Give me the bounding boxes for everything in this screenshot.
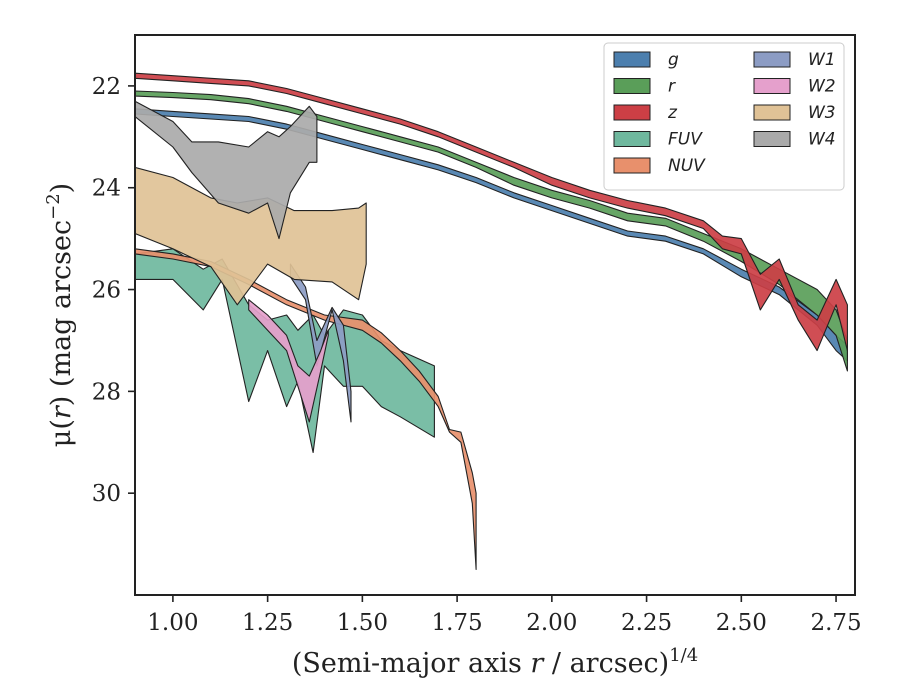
band-nuv	[135, 248, 477, 571]
x-axis-label: (Semi-major axis r / arcsec)1/4	[292, 645, 698, 679]
legend-label-r: r	[668, 77, 676, 97]
y-tick-label: 28	[92, 379, 121, 405]
legend-swatch-r	[613, 78, 651, 94]
legend-label-z: z	[667, 103, 678, 123]
x-tick-label: 2.50	[716, 610, 767, 636]
axes: 1.00 1.25 1.50 1.75 2.00 2.25 2.50 2.75 22 24 26 28…	[43, 34, 862, 679]
x-tick-label: 1.75	[431, 610, 482, 636]
legend-swatch-g	[613, 51, 651, 68]
legend-swatch-w1	[753, 51, 791, 68]
legend-label-g: g	[668, 50, 679, 70]
plot-frame	[134, 34, 856, 596]
x-tick-label: 2.00	[526, 610, 577, 636]
band-z	[135, 72, 848, 352]
band-w4	[135, 100, 318, 240]
y-tick-label: 22	[92, 74, 121, 100]
legend-swatch-w3	[753, 104, 791, 121]
legend-label-w2: W2	[808, 77, 836, 97]
x-tick-label: 1.25	[242, 610, 293, 636]
y-axis-label: μ(r) (mag arcsec−2)	[43, 183, 77, 447]
y-tick-label: 26	[92, 278, 121, 304]
legend: grz FUV NUV W1 W2 W3 W4	[603, 42, 845, 191]
legend-swatch-w4	[753, 131, 791, 147]
x-tick-label: 1.50	[337, 610, 388, 636]
band-w1	[289, 263, 352, 423]
y-tick-label: 30	[92, 481, 121, 507]
x-tick-label: 2.25	[621, 610, 672, 636]
band-w2	[248, 299, 329, 423]
y-tick-label: 24	[92, 176, 121, 202]
legend-swatch-w2	[753, 78, 791, 94]
legend-label-w4: W4	[808, 130, 836, 150]
legend-label-fuv: FUV	[668, 130, 703, 150]
profile-bands	[135, 72, 848, 571]
legend-label-w1: W1	[808, 50, 836, 70]
band-r	[135, 90, 848, 372]
legend-swatch-nuv	[613, 157, 651, 174]
x-tick-label: 1.00	[147, 610, 198, 636]
x-tick-label: 2.75	[810, 610, 861, 636]
legend-label-nuv: NUV	[668, 156, 706, 176]
legend-swatch-fuv	[613, 131, 651, 147]
legend-swatch-z	[613, 104, 651, 121]
legend-label-w3: W3	[808, 103, 836, 123]
